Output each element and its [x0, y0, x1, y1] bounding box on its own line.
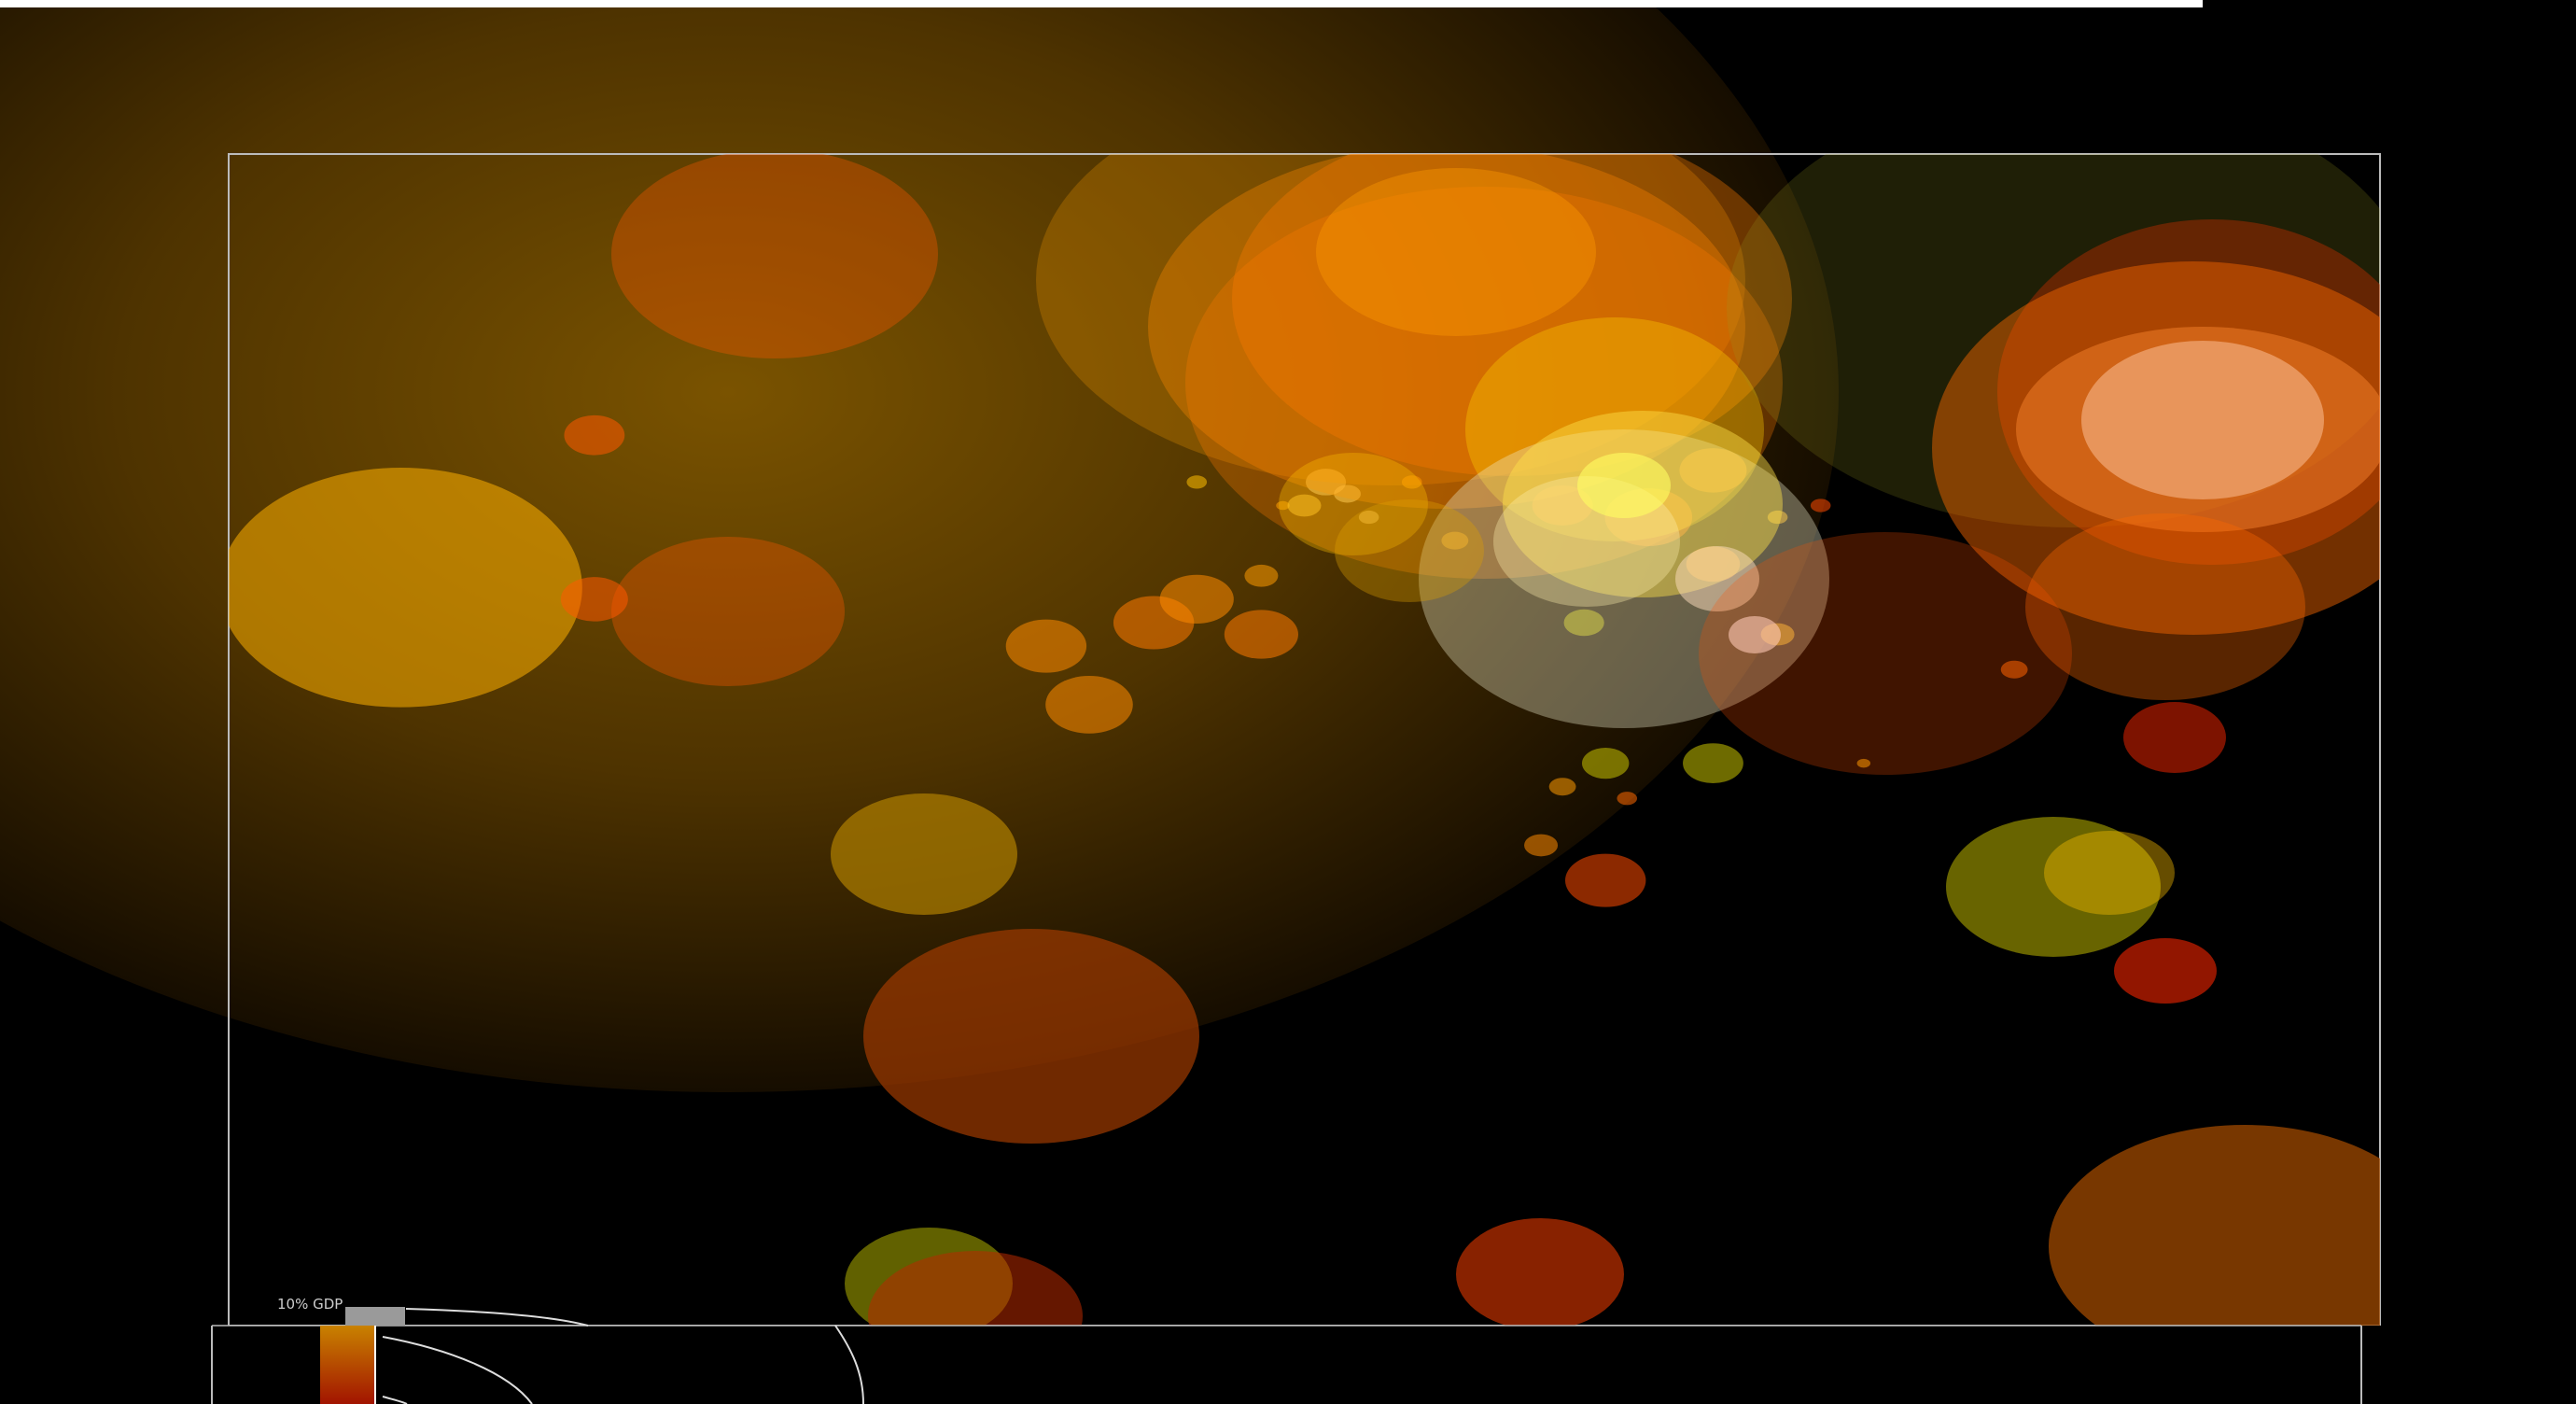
scatter-point: [1683, 743, 1743, 783]
scatter-point: [1524, 834, 1559, 857]
bubble: [863, 929, 1199, 1144]
bubble: [2025, 513, 2305, 700]
bubble: [831, 793, 1017, 915]
scatter-point: [1679, 448, 1747, 493]
scatter-point: [1305, 469, 1347, 496]
bubble: [2044, 831, 2175, 915]
top-bar: [0, 0, 2203, 7]
scatter-point: [1441, 531, 1469, 550]
bubble: [1232, 154, 1792, 476]
legend: 10% GDP: [277, 1296, 864, 1404]
legend-bar: [320, 1326, 374, 1404]
bubble: [1465, 317, 1764, 541]
bubble: [2081, 341, 2324, 499]
scatter-point: [1810, 498, 1831, 512]
bubble: [1316, 168, 1596, 336]
scatter-point: [564, 414, 625, 456]
scatter-point: [1767, 510, 1788, 525]
bubble: [1946, 817, 2161, 957]
bubble: [611, 537, 845, 686]
scatter-point: [1582, 747, 1630, 779]
bubble: [1577, 453, 1671, 518]
lower-panel-bg: [0, 1326, 2576, 1404]
bubble-cluster-decor: [611, 154, 2380, 1326]
bubble: [1675, 546, 1759, 611]
bubble: [1699, 532, 2072, 775]
scatter-point: [1005, 619, 1087, 673]
bubble: [1419, 429, 1829, 728]
scatter-point: [1159, 574, 1234, 625]
legend-arc: [834, 1325, 864, 1404]
background-glow-bubble: [0, 0, 1839, 1092]
bubble: [611, 154, 938, 358]
scatter-point: [1358, 510, 1379, 525]
scatter-point: [1401, 475, 1422, 489]
bubble: [1036, 154, 1745, 485]
legend-arc: [382, 1336, 533, 1404]
legend-swatch: [345, 1307, 405, 1326]
legend-arc: [405, 1308, 589, 1327]
scatter-point: [1045, 675, 1133, 734]
bubble-group: [229, 414, 2028, 907]
scatter-point: [1224, 610, 1298, 659]
scatter-point: [1617, 792, 1638, 806]
scatter-point: [1532, 485, 1593, 526]
scatter-point: [1565, 853, 1646, 907]
bubble: [1148, 154, 1745, 509]
scatter-point: [2000, 660, 2028, 679]
scatter-point: [229, 468, 582, 708]
scatter-point: [1856, 758, 1871, 768]
bubble: [1279, 453, 1428, 555]
bubble: [2123, 702, 2226, 773]
bubble: [2114, 938, 2217, 1004]
scatter-point: [1186, 475, 1208, 489]
legend-arc: [382, 1396, 408, 1404]
bubble: [1335, 499, 1484, 602]
scatter-point: [1244, 564, 1279, 587]
scatter-point: [1287, 494, 1322, 517]
scatter-point: [1563, 609, 1604, 637]
bubble: [868, 1251, 1083, 1326]
scatter-point: [1276, 500, 1290, 511]
bubble: [1729, 616, 1781, 653]
bubble: [2049, 1125, 2380, 1326]
bubble: [1456, 1218, 1624, 1326]
scatter-point: [560, 577, 628, 622]
scatter-point: [1548, 778, 1576, 796]
legend-label: 10% GDP: [277, 1296, 343, 1313]
